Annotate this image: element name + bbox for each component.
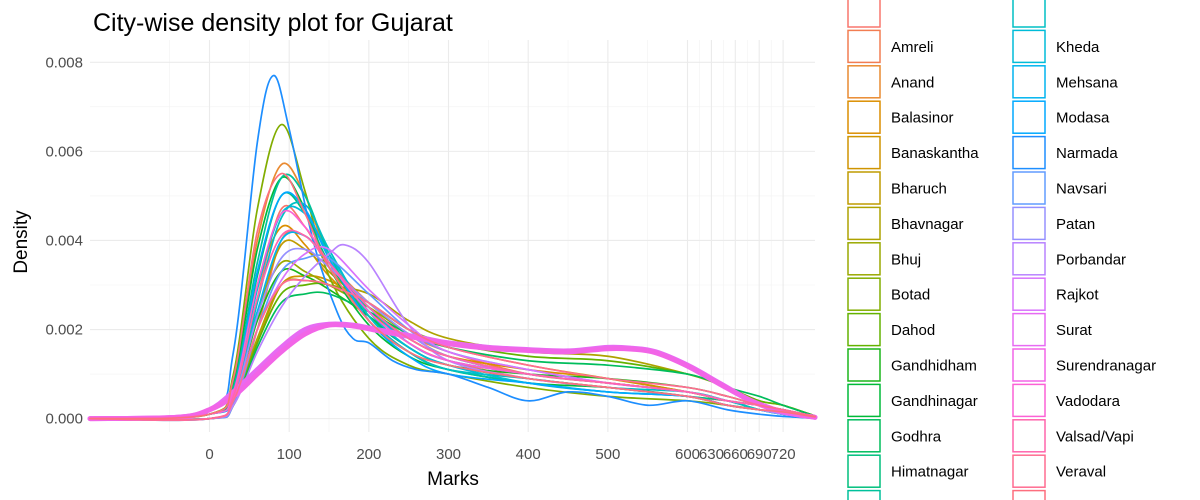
legend-label: Patan — [1056, 216, 1095, 233]
density-curve — [89, 204, 816, 421]
legend-key — [847, 419, 881, 453]
density-curve — [89, 191, 816, 420]
x-tick-label: 100 — [277, 446, 302, 463]
density-curve — [89, 224, 816, 420]
legend-label: Narmada — [1056, 145, 1118, 162]
density-curve — [89, 247, 816, 421]
y-tick-label: 0.006 — [45, 143, 83, 160]
legend-key — [847, 489, 881, 500]
x-tick-label: 500 — [595, 446, 620, 463]
density-curves — [87, 74, 818, 422]
legend-label: Porbandar — [1056, 251, 1126, 268]
legend-key — [1012, 65, 1046, 99]
legend-key — [1012, 419, 1046, 453]
legend-key — [847, 454, 881, 488]
density-curve — [89, 176, 816, 420]
legend-key — [1012, 135, 1046, 170]
chart-title: City-wise density plot for Gujarat — [93, 9, 453, 37]
legend-key — [847, 383, 881, 418]
density-curve — [87, 322, 818, 422]
density-curve — [89, 243, 816, 421]
x-tick-label: 200 — [356, 446, 381, 463]
minor-gridlines — [90, 40, 815, 432]
legend-key — [1012, 242, 1046, 276]
x-tick-label: 720 — [771, 446, 796, 463]
legend-label: Rajkot — [1056, 287, 1099, 304]
y-tick-label: 0.000 — [45, 411, 83, 428]
legend: Amreli Anand Balasinor Banaskantha Bharuch Bh… — [847, 0, 1156, 500]
legend-label: Veraval — [1056, 464, 1106, 481]
density-curve — [89, 205, 816, 422]
density-curve — [89, 229, 816, 422]
legend-label: Surat — [1056, 322, 1093, 339]
legend-label: Amreli — [891, 39, 934, 56]
legend-key — [1012, 454, 1046, 488]
legend-label: Navsari — [1056, 181, 1107, 198]
density-curve — [89, 201, 816, 421]
y-axis-title: Density — [11, 210, 32, 274]
density-curve — [89, 172, 816, 420]
legend-key — [1012, 29, 1046, 64]
x-tick-label: 660 — [723, 446, 748, 463]
legend-key — [1012, 171, 1046, 205]
legend-key — [847, 135, 881, 170]
legend-label: Gandhidham — [891, 358, 977, 375]
legend-key — [847, 100, 881, 134]
legend-label: Mehsana — [1056, 74, 1118, 91]
legend-key — [847, 242, 881, 276]
legend-key — [1012, 489, 1046, 500]
legend-key — [1012, 348, 1046, 382]
x-tick-label: 400 — [516, 446, 541, 463]
legend-label: Bhuj — [891, 251, 921, 268]
density-curve — [89, 74, 816, 420]
legend-key — [1012, 312, 1046, 347]
y-tick-label: 0.008 — [45, 54, 83, 71]
legend-key — [1012, 383, 1046, 418]
legend-label: Botad — [891, 287, 930, 304]
legend-label: Bharuch — [891, 181, 947, 198]
legend-label: Vadodara — [1056, 393, 1121, 410]
legend-key — [847, 29, 881, 64]
legend-label: Surendranagar — [1056, 358, 1156, 375]
density-curve — [89, 278, 816, 421]
y-axis-tick-labels: 0.000 0.002 0.004 0.006 0.008 — [45, 54, 83, 427]
legend-key — [847, 348, 881, 382]
legend-key — [1012, 0, 1046, 28]
legend-label: Bhavnagar — [891, 216, 964, 233]
density-curve — [89, 245, 816, 421]
legend-label: Godhra — [891, 428, 942, 445]
legend-key — [1012, 206, 1046, 241]
x-tick-label: 600 — [675, 446, 700, 463]
density-curve — [89, 173, 816, 420]
legend-label: Modasa — [1056, 110, 1110, 127]
legend-key — [847, 277, 881, 311]
legend-key — [847, 0, 881, 28]
x-tick-label: 690 — [747, 446, 772, 463]
x-axis-title: Marks — [427, 469, 479, 490]
legend-key — [847, 65, 881, 99]
legend-key — [1012, 277, 1046, 311]
y-tick-label: 0.004 — [45, 232, 83, 249]
legend-key — [847, 171, 881, 205]
density-curve — [89, 209, 816, 420]
legend-label: Anand — [891, 74, 934, 91]
major-gridlines — [90, 40, 815, 432]
y-tick-label: 0.002 — [45, 322, 83, 339]
x-tick-label: 0 — [205, 446, 213, 463]
legend-label: Balasinor — [891, 110, 954, 127]
legend-label: Himatnagar — [891, 464, 969, 481]
legend-key — [1012, 100, 1046, 134]
legend-key — [847, 312, 881, 347]
legend-label: Banaskantha — [891, 145, 979, 162]
legend-label: Gandhinagar — [891, 393, 978, 410]
legend-label: Dahod — [891, 322, 935, 339]
x-tick-label: 300 — [436, 446, 461, 463]
density-curve — [89, 191, 816, 420]
legend-key — [847, 206, 881, 241]
x-tick-label: 630 — [699, 446, 724, 463]
legend-label: Valsad/Vapi — [1056, 428, 1134, 445]
legend-label: Kheda — [1056, 39, 1100, 56]
